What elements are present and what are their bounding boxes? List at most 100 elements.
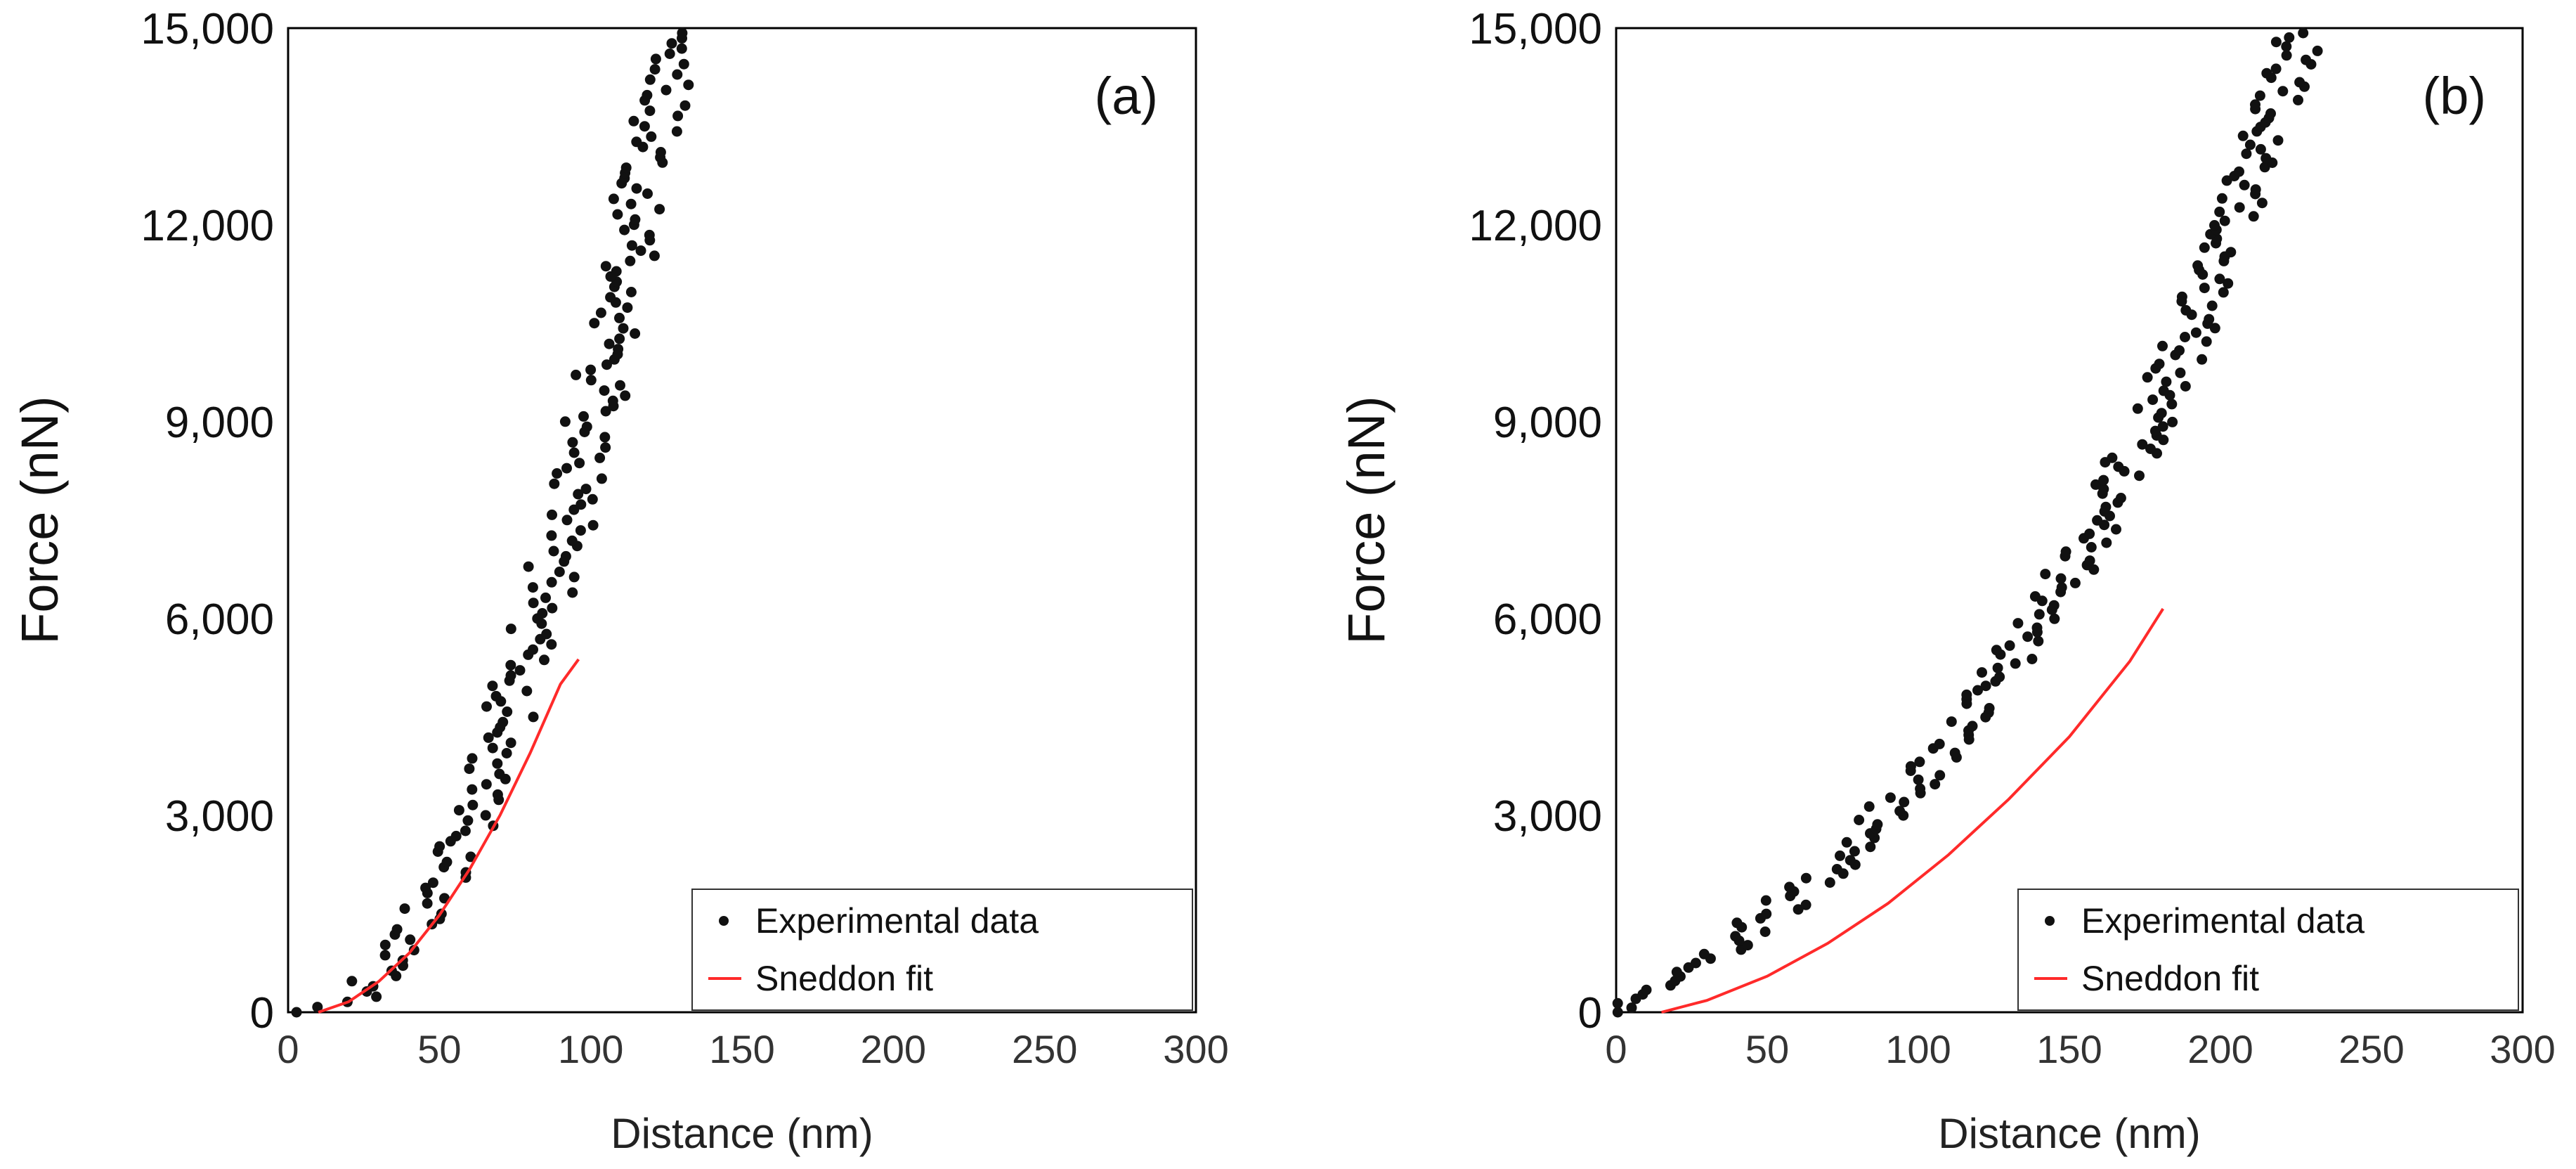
data-point [1831,864,1842,874]
data-point [2293,94,2303,105]
data-point [2192,260,2204,271]
data-point [566,535,578,546]
data-point [1934,770,1946,781]
y-tick-labels: 0 3,000 6,000 9,000 12,000 15,000 [141,5,274,1038]
data-point [2214,273,2225,285]
y-axis-label: Force (nN) [11,396,69,645]
data-point [611,266,622,277]
data-point [1980,680,1991,692]
data-point [2154,359,2165,370]
data-point [626,240,637,251]
data-point [2174,345,2185,356]
data-point [2201,336,2212,347]
data-point [2237,130,2249,141]
data-point [2056,582,2067,593]
y-tick-label: 15,000 [1469,5,1602,53]
data-point [2180,332,2190,342]
y-tick-label: 3,000 [1493,792,1602,841]
data-point [1841,837,1852,848]
data-point [2084,528,2095,539]
data-point [599,432,611,443]
legend: Experimental data Sneddon fit [2017,889,2519,1011]
data-point [600,261,611,272]
data-point [587,493,598,505]
data-point [434,841,445,852]
x-tick-label: 0 [1605,1027,1627,1071]
data-point [505,659,516,671]
data-point [1991,645,2002,656]
data-point [1835,850,1845,861]
data-point [2084,555,2095,567]
data-point [587,519,599,531]
data-point [2218,287,2229,298]
data-point [650,53,661,65]
plot-frame [287,27,1197,1014]
data-point [546,576,557,588]
data-point [580,484,592,495]
data-point [1730,931,1741,942]
data-point [595,307,606,318]
data-point [2197,354,2208,365]
data-point [2216,193,2227,204]
data-point [2281,50,2292,61]
x-tick-label: 50 [417,1027,461,1071]
x-axis-label: Distance (nm) [1938,1110,2200,1157]
data-point [541,628,552,640]
data-point [639,121,650,132]
data-point [2256,198,2268,209]
data-point [1872,819,1883,830]
data-point [2142,372,2153,383]
data-point [481,779,492,790]
data-point [505,737,516,749]
data-point [635,245,646,257]
x-tick-label: 100 [1885,1027,1951,1071]
data-point [666,38,677,49]
y-tick-label: 0 [1578,989,1602,1038]
data-point [291,1007,302,1018]
data-point [608,193,619,205]
data-point [2111,524,2121,535]
data-point [561,515,573,526]
data-point [600,406,611,417]
data-point [677,27,688,39]
data-point [644,229,655,240]
data-point [487,680,498,692]
data-point [2012,618,2024,629]
data-point [528,598,539,609]
data-point [2234,202,2245,213]
data-point [614,312,625,323]
data-point [379,939,391,950]
data-point [2145,444,2156,454]
data-point [467,784,478,795]
data-point [312,1002,323,1013]
x-tick-labels: 0 50 100 150 200 250 300 [277,1027,1228,1071]
data-point [465,851,476,863]
data-point [1972,685,1983,696]
legend: Experimental data Sneddon fit [691,889,1193,1011]
data-point [644,74,656,85]
data-point [514,665,526,676]
data-point [549,478,560,489]
data-point [2239,179,2250,190]
plot-frame [1615,27,2524,1014]
data-point [678,58,689,70]
data-point [2069,577,2081,588]
data-point [620,162,632,174]
data-point [2156,408,2167,419]
data-point [567,587,578,598]
data-point [2092,515,2103,526]
data-point [427,877,438,889]
data-point [646,131,657,142]
y-tick-label: 15,000 [141,5,274,53]
data-point [600,442,611,453]
data-point [2209,220,2220,231]
data-point [405,934,416,945]
data-point [1913,774,1924,785]
data-point [2167,416,2178,427]
legend-box [2017,889,2519,1011]
data-point [521,685,533,697]
y-tick-label: 6,000 [165,595,274,644]
data-point [612,209,623,220]
data-point [2149,425,2161,437]
